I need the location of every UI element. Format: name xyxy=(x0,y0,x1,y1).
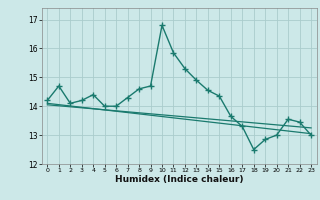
X-axis label: Humidex (Indice chaleur): Humidex (Indice chaleur) xyxy=(115,175,244,184)
